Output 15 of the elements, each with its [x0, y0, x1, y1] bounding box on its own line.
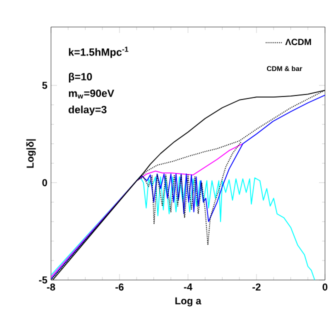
y-tick-label: 0 [42, 179, 48, 186]
x-tick-label: -2 [252, 284, 261, 290]
x-tick-label: -8 [46, 284, 56, 291]
x-tick-label: 0 [322, 284, 328, 291]
annotation: β=10 [68, 72, 92, 82]
annotation: m$_{w}$=90eV [68, 90, 114, 99]
annotation: k=1.5hMpc$^{-1}$ [68, 46, 128, 58]
annotation: delay=3 [68, 106, 107, 116]
y-tick-label: 5 [42, 82, 48, 89]
legend-label: ΛCDM [285, 38, 311, 46]
x-tick-label: -4 [184, 284, 192, 290]
x-axis-title: Log a [175, 297, 202, 306]
x-tick-label: -6 [115, 284, 124, 291]
y-axis-title: Log|δ| [26, 139, 36, 168]
y-tick-label: -5 [39, 276, 48, 284]
